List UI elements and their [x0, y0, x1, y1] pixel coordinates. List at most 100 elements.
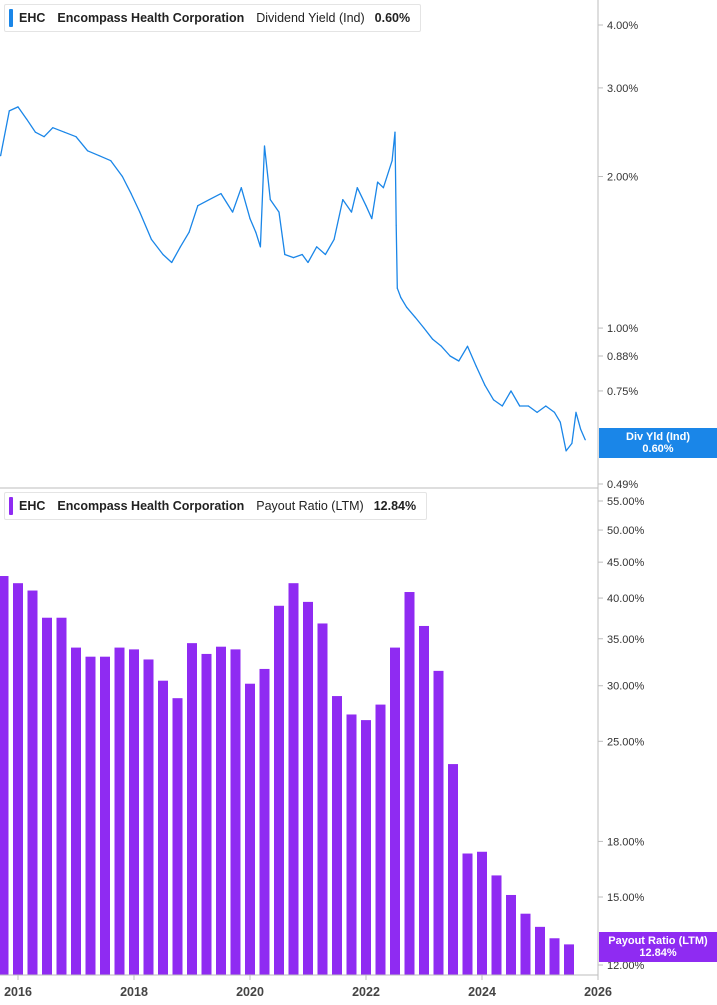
dividend-yield-point [396, 287, 398, 289]
payout-ratio-bar [0, 576, 9, 975]
dividend-yield-point [220, 192, 222, 195]
top-legend[interactable]: EHC Encompass Health Corporation Dividen… [4, 4, 422, 32]
dividend-yield-point [501, 405, 503, 407]
dividend-yield-point [307, 261, 309, 264]
dividend-yield-point [255, 231, 257, 233]
dividend-yield-point [545, 405, 547, 407]
dividend-yield-point [17, 106, 19, 108]
dividend-yield-point [395, 224, 397, 226]
bottom-ytick-label: 30.00% [607, 681, 645, 693]
dividend-yield-point [432, 338, 434, 340]
payout-ratio-bar [419, 625, 429, 975]
dividend-yield-point [333, 238, 335, 241]
dividend-yield-point [484, 384, 486, 386]
payout-ratio-bar [13, 583, 23, 975]
dividend-yield-point [493, 399, 495, 401]
dividend-yield-point [584, 439, 586, 441]
bottom-ytick-label: 55.00% [607, 496, 645, 508]
dividend-yield-point [188, 231, 190, 233]
payout-ratio-bar [535, 926, 545, 975]
top-ytick-label: 2.00% [607, 172, 638, 184]
yield-value-tag: Div Yld (Ind) 0.60% [599, 427, 717, 458]
xtick-label: 2024 [468, 985, 496, 999]
payout-swatch [9, 497, 13, 515]
dividend-yield-point [449, 355, 451, 357]
dividend-yield-point [179, 246, 181, 248]
dividend-yield-point [571, 442, 573, 445]
dividend-yield-point [278, 211, 280, 213]
dividend-yield-point [423, 327, 425, 329]
payout-tag-value: 12.84% [639, 947, 677, 960]
payout-tag-label: Payout Ratio (LTM) [608, 935, 708, 948]
dividend-yield-point [365, 205, 367, 207]
dividend-yield-point [575, 411, 577, 413]
dividend-yield-point [377, 181, 379, 183]
dividend-yield-point [98, 155, 100, 157]
dividend-yield-point [121, 175, 123, 178]
payout-ratio-bar [245, 683, 255, 975]
dividend-yield-point [301, 253, 303, 256]
dividend-yield-point [87, 150, 89, 152]
dividend-yield-point [139, 211, 141, 213]
payout-ratio-bar [71, 647, 81, 975]
dividend-yield-point [553, 411, 556, 413]
top-ytick-label: 4.00% [607, 20, 638, 32]
dividend-yield-point [162, 253, 164, 256]
payout-ratio-bar [303, 601, 313, 975]
dividend-yield-point [440, 345, 442, 347]
payout-ratio-bar [85, 656, 96, 975]
dividend-yield-point [8, 110, 10, 112]
dividend-yield-point [475, 365, 477, 367]
dividend-yield-point [316, 246, 318, 248]
payout-ratio-bar [129, 649, 139, 975]
dividend-yield-point [400, 296, 402, 299]
dividend-yield-point [371, 217, 373, 220]
dividend-yield-point [208, 198, 210, 201]
top-ytick-label: 0.88% [607, 351, 638, 363]
dividend-yield-point [466, 345, 469, 347]
dividend-yield-point [26, 118, 28, 120]
dividend-yield-point [43, 136, 45, 138]
payout-ratio-bar [100, 656, 110, 975]
dividend-yield-point [0, 155, 2, 157]
dividend-yield-point [171, 261, 173, 264]
payout-ratio-bar [332, 696, 342, 975]
bottom-legend-value: 12.84% [373, 499, 417, 513]
dividend-yield-point [324, 253, 326, 256]
xtick-label: 2018 [120, 985, 148, 999]
top-legend-ticker: EHC [19, 11, 46, 25]
payout-ratio-bar [288, 583, 299, 975]
payout-value-tag: Payout Ratio (LTM) 12.84% [599, 932, 717, 963]
dividend-yield-point [284, 253, 286, 256]
dividend-yield-point [130, 192, 132, 195]
dividend-yield-point [249, 217, 251, 220]
bottom-ytick-label: 35.00% [607, 634, 645, 646]
top-ytick-label: 0.49% [607, 479, 638, 491]
yield-tag-label: Div Yld (Ind) [626, 430, 690, 443]
yield-tag-value: 0.60% [642, 442, 674, 455]
bottom-ytick-label: 12.00% [607, 960, 645, 972]
dividend-yield-point [269, 198, 271, 201]
payout-ratio-bar [549, 938, 560, 975]
payout-ratio-bar [491, 875, 502, 975]
yield-swatch [9, 9, 13, 27]
payout-ratio-bar [448, 764, 458, 975]
bottom-ytick-label: 25.00% [607, 736, 645, 748]
dividend-yield-point [519, 405, 521, 407]
dividend-yield-point [559, 421, 561, 423]
dividend-yield-line [0, 106, 586, 452]
xtick-label: 2022 [352, 985, 380, 999]
payout-ratio-bar [317, 623, 328, 975]
bottom-legend[interactable]: EHC Encompass Health Corporation Payout … [4, 492, 428, 520]
payout-ratio-bar [230, 649, 241, 975]
dividend-yield-point [75, 136, 77, 138]
payout-ratio-bar [520, 913, 531, 975]
top-ytick-label: 1.00% [607, 323, 638, 335]
payout-ratio-bar [433, 670, 444, 975]
payout-ratio-bar [564, 944, 574, 975]
dividend-yield-point [406, 306, 408, 308]
dividend-yield-point [580, 428, 582, 430]
dividend-yield-point [356, 187, 358, 189]
top-y-axis-ticks: 4.00% 3.00% 2.00% 1.00% 0.88% 0.75% 0.49% [598, 20, 638, 491]
